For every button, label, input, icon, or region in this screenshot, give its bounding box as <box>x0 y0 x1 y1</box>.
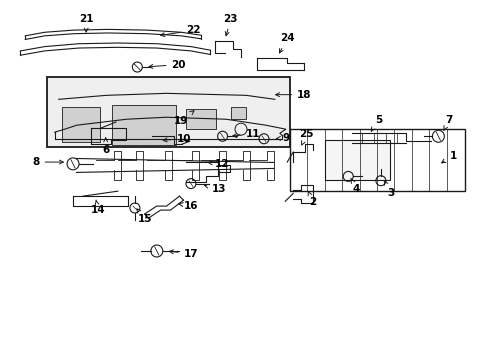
Bar <box>289 129 464 191</box>
Text: 11: 11 <box>232 129 260 139</box>
Text: 22: 22 <box>161 26 200 37</box>
Text: 10: 10 <box>163 134 190 144</box>
Text: 5: 5 <box>370 115 381 131</box>
Text: 16: 16 <box>178 201 198 211</box>
Text: 8: 8 <box>32 157 63 167</box>
Text: 12: 12 <box>208 159 228 169</box>
Text: 6: 6 <box>102 138 109 154</box>
Text: 23: 23 <box>223 14 238 36</box>
Text: 18: 18 <box>275 90 311 100</box>
Text: 1: 1 <box>441 150 456 163</box>
Text: 15: 15 <box>137 209 152 224</box>
Text: 21: 21 <box>79 14 93 32</box>
Text: 24: 24 <box>279 33 294 53</box>
Text: 19: 19 <box>174 111 194 126</box>
Bar <box>324 140 389 180</box>
Text: 20: 20 <box>149 59 185 69</box>
Text: 25: 25 <box>299 129 313 145</box>
Text: 2: 2 <box>307 191 316 207</box>
Text: 3: 3 <box>384 181 393 198</box>
Bar <box>47 77 289 147</box>
Bar <box>186 109 216 129</box>
Bar <box>61 107 100 142</box>
Text: 17: 17 <box>169 248 198 258</box>
Bar <box>230 107 245 119</box>
Text: 13: 13 <box>204 184 226 194</box>
Text: 14: 14 <box>91 200 105 216</box>
Text: 7: 7 <box>443 115 452 130</box>
Bar <box>111 105 176 145</box>
Text: 9: 9 <box>276 133 289 143</box>
Text: 4: 4 <box>350 179 360 194</box>
